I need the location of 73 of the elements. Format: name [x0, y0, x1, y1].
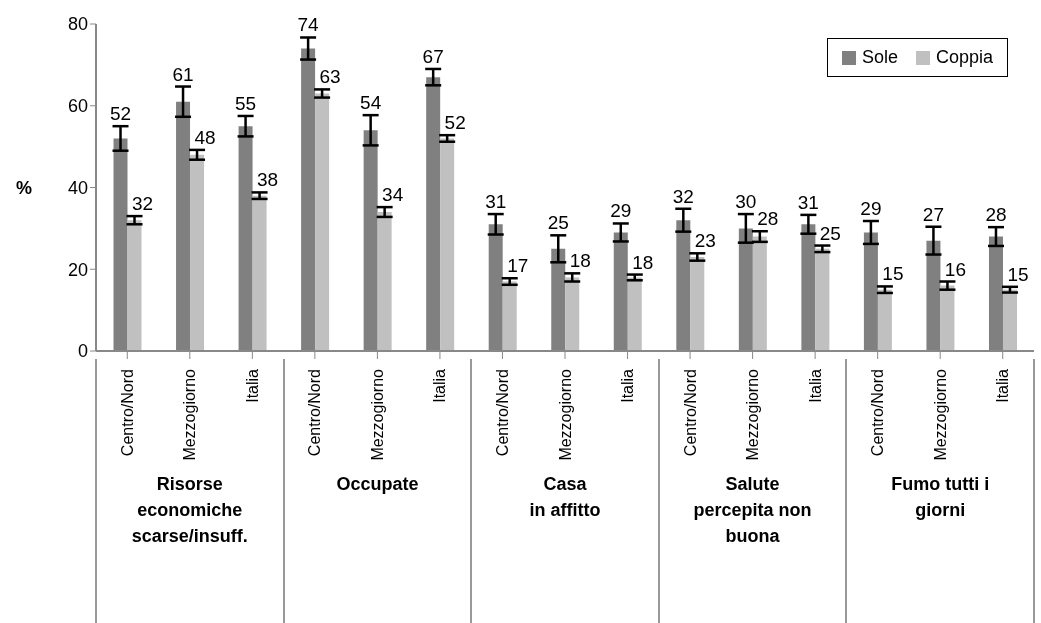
- data-label: 28: [757, 208, 779, 230]
- text: Risorse economiche scarse/insuff.: [130, 473, 249, 548]
- text: Occupate: [335, 473, 420, 496]
- data-label: 48: [194, 126, 216, 148]
- data-label: 32: [131, 193, 154, 215]
- data-label: 55: [235, 92, 257, 114]
- data-label: 29: [860, 198, 882, 220]
- bar: [377, 212, 392, 351]
- bar: [940, 285, 955, 351]
- x-tick-label: Mezzogiorno: [556, 368, 574, 461]
- y-tick-label: 80: [67, 14, 88, 35]
- data-label: 63: [319, 66, 341, 88]
- bar: [127, 220, 142, 351]
- y-tick-label: 20: [67, 259, 88, 280]
- data-label: 25: [547, 212, 569, 234]
- data-label: 28: [985, 204, 1007, 226]
- x-tick-label: Centro/Nord: [118, 369, 136, 457]
- legend-label: Sole: [861, 47, 898, 68]
- x-tick-label: Centro/Nord: [306, 369, 324, 457]
- bar: [252, 195, 267, 351]
- data-label: 54: [360, 92, 382, 114]
- x-tick-label: Italia: [994, 368, 1012, 403]
- data-label: 29: [610, 200, 632, 222]
- y-tick-label: 60: [67, 96, 88, 117]
- bar: [315, 93, 330, 351]
- data-label: 38: [257, 169, 279, 191]
- x-tick-label: Italia: [431, 368, 449, 403]
- data-label: 74: [297, 14, 320, 36]
- text: Salute percepita non buona: [692, 473, 813, 548]
- data-label: 18: [569, 250, 591, 272]
- data-label: 16: [944, 258, 967, 280]
- data-label: 67: [422, 45, 444, 67]
- bar: [815, 248, 830, 351]
- x-tick-label: Mezzogiorno: [181, 368, 199, 461]
- bar: [502, 281, 517, 351]
- data-label: 52: [444, 112, 466, 134]
- bar: [690, 256, 705, 351]
- legend-label: Coppia: [935, 47, 993, 68]
- data-label: 25: [819, 222, 841, 244]
- bar: [752, 236, 767, 351]
- text: Fumo tutti i giorni: [890, 473, 991, 522]
- data-label: 34: [382, 184, 404, 206]
- x-tick-label: Italia: [619, 368, 637, 403]
- data-label: 31: [485, 191, 507, 213]
- data-label: 30: [735, 191, 757, 213]
- data-label: 23: [694, 230, 716, 252]
- data-label: 61: [172, 63, 194, 85]
- data-label: 15: [1007, 263, 1029, 285]
- data-label: 32: [672, 185, 694, 207]
- data-label: 52: [109, 103, 132, 125]
- x-tick-label: Mezzogiorno: [368, 368, 386, 461]
- data-label: 31: [797, 191, 819, 213]
- y-tick-label: 0: [77, 341, 88, 362]
- data-label: 15: [882, 263, 904, 285]
- bar: [190, 154, 205, 351]
- bar: [627, 277, 642, 351]
- data-label: 17: [507, 255, 529, 277]
- y-tick-label: 40: [67, 177, 88, 198]
- x-tick-label: Mezzogiorno: [744, 368, 762, 461]
- data-label: 27: [922, 203, 945, 225]
- bar: [565, 277, 580, 351]
- bar: [877, 289, 892, 351]
- bar: [440, 138, 455, 351]
- bar: [1002, 289, 1017, 351]
- x-tick-label: Centro/Nord: [681, 369, 699, 457]
- text: Casa in affitto: [528, 473, 602, 522]
- x-tick-label: Italia: [243, 368, 261, 403]
- x-tick-label: Italia: [806, 368, 824, 403]
- x-tick-label: Mezzogiorno: [931, 368, 949, 461]
- x-tick-label: Centro/Nord: [493, 369, 511, 457]
- y-axis-title: %: [16, 177, 33, 198]
- x-tick-label: Centro/Nord: [869, 369, 887, 457]
- data-label: 18: [632, 251, 654, 273]
